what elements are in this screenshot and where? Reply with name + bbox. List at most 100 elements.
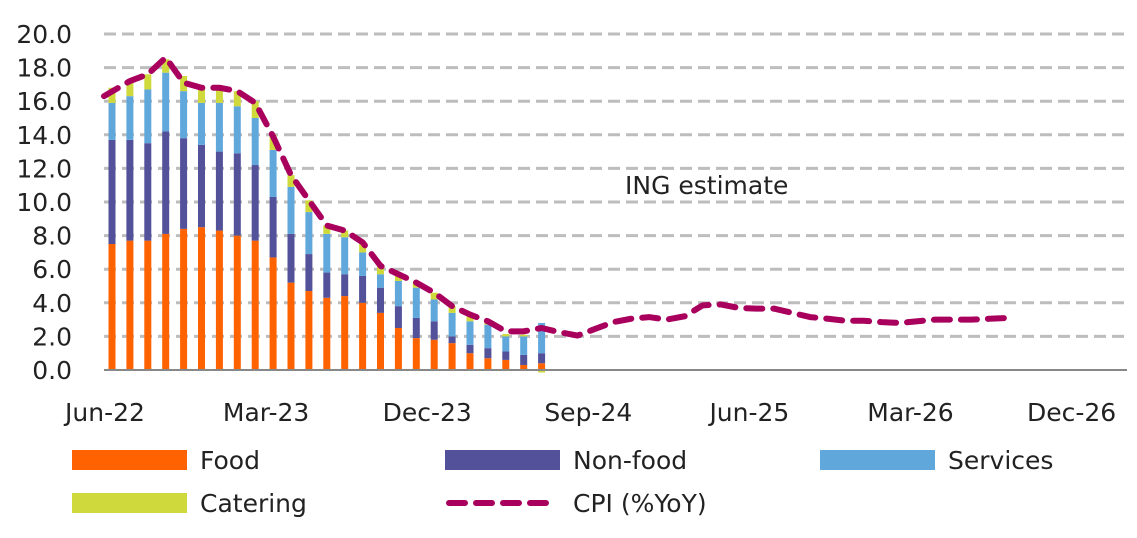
- bar-non-food: [412, 317, 420, 339]
- bar-food: [215, 230, 223, 370]
- bar-catering: [251, 101, 259, 118]
- legend-label: Catering: [200, 489, 307, 518]
- bar-food: [341, 296, 349, 370]
- bar-catering: [538, 370, 546, 373]
- bar-non-food: [484, 348, 492, 359]
- bar-non-food: [144, 143, 152, 241]
- bar-catering: [287, 175, 295, 187]
- bar-services: [251, 118, 259, 166]
- cpi-line: [101, 54, 1010, 339]
- bar-non-food: [394, 306, 402, 328]
- annotation-ing-estimate: ING estimate: [625, 171, 788, 200]
- bar-food: [502, 359, 510, 370]
- bar-services: [448, 312, 456, 337]
- bar-catering: [108, 87, 116, 103]
- bar-non-food: [377, 287, 384, 313]
- bar-non-food: [341, 274, 349, 297]
- bar-services: [180, 91, 188, 139]
- bar-services: [233, 106, 241, 154]
- legend-swatch: [72, 493, 187, 513]
- bar-services: [144, 89, 152, 144]
- bar-non-food: [538, 353, 546, 364]
- legend-label: Non-food: [573, 446, 687, 475]
- bar-catering: [233, 91, 241, 107]
- bar-food: [323, 297, 331, 370]
- legend-swatch: [445, 450, 560, 470]
- bar-services: [108, 102, 116, 140]
- legend-item-food: Food: [72, 446, 260, 475]
- bar-food: [126, 240, 134, 370]
- bar-catering: [305, 200, 313, 213]
- bar-catering: [359, 244, 367, 253]
- bar-food: [180, 228, 188, 370]
- bar-food: [359, 302, 367, 370]
- x-tick-label: Jun-25: [707, 398, 789, 427]
- y-axis-ticks: 0.0 2.0 4.0 6.0 8.0 10.0 12.0 14.0 16.0 18.0 20.0: [16, 20, 72, 385]
- bar-food: [162, 233, 170, 370]
- y-tick-label: 12.0: [16, 154, 72, 183]
- legend-label: Food: [200, 446, 260, 475]
- bar-non-food: [233, 153, 241, 236]
- bar-services: [502, 336, 510, 352]
- y-tick-label: 0.0: [32, 356, 72, 385]
- bar-food: [108, 244, 116, 370]
- bar-non-food: [198, 144, 205, 228]
- bar-non-food: [502, 351, 510, 360]
- bar-food: [233, 235, 241, 370]
- x-tick-label: Sep-24: [544, 398, 632, 427]
- bar-food: [251, 240, 259, 370]
- legend-item-catering: Catering: [72, 489, 307, 518]
- x-tick-label: Mar-23: [223, 398, 309, 427]
- bar-services: [269, 149, 277, 197]
- legend-label: CPI (%YoY): [573, 489, 707, 518]
- bar-services: [538, 322, 546, 354]
- bar-services: [162, 72, 170, 132]
- legend-swatch: [72, 450, 187, 470]
- bar-non-food: [305, 254, 313, 292]
- bar-non-food: [466, 344, 474, 354]
- bar-non-food: [162, 131, 170, 234]
- bar-food: [484, 358, 492, 370]
- bar-services: [430, 299, 438, 322]
- bar-catering: [323, 225, 331, 234]
- bar-non-food: [180, 138, 188, 229]
- y-tick-label: 14.0: [16, 121, 72, 150]
- bar-services: [198, 102, 205, 145]
- bar-non-food: [108, 139, 116, 244]
- bars: [108, 59, 546, 373]
- bar-catering: [215, 87, 223, 103]
- y-tick-label: 18.0: [16, 54, 72, 83]
- bar-catering: [430, 292, 438, 300]
- bar-food: [144, 240, 152, 370]
- bar-non-food: [430, 321, 438, 340]
- legend-item-cpi-yoy: CPI (%YoY): [446, 489, 707, 518]
- bar-services: [394, 280, 402, 307]
- bar-catering: [394, 275, 402, 281]
- x-tick-label: Jun-22: [63, 398, 145, 427]
- y-tick-label: 8.0: [32, 222, 72, 251]
- bar-services: [305, 212, 313, 255]
- bar-food: [448, 343, 456, 370]
- y-tick-label: 2.0: [32, 322, 72, 351]
- bar-non-food: [287, 233, 295, 283]
- bar-services: [520, 336, 528, 355]
- legend: Food Non-food Services Catering CPI (%YoY): [72, 446, 1053, 518]
- bar-services: [466, 321, 474, 345]
- x-axis-ticks: Jun-22 Mar-23 Dec-23 Sep-24 Jun-25 Mar-26 Dec-…: [63, 398, 1116, 427]
- bar-catering: [520, 334, 528, 337]
- bar-food: [538, 363, 546, 370]
- bar-catering: [126, 81, 134, 97]
- bar-food: [412, 338, 420, 370]
- bar-non-food: [251, 165, 259, 241]
- bar-food: [430, 339, 438, 370]
- bar-catering: [162, 59, 170, 73]
- bar-services: [323, 233, 331, 273]
- bar-food: [287, 282, 295, 370]
- bar-services: [377, 274, 384, 288]
- bar-food: [377, 312, 384, 370]
- bar-food: [394, 328, 402, 370]
- bar-catering: [448, 306, 456, 313]
- legend-label: Services: [948, 446, 1053, 475]
- bar-non-food: [126, 139, 134, 241]
